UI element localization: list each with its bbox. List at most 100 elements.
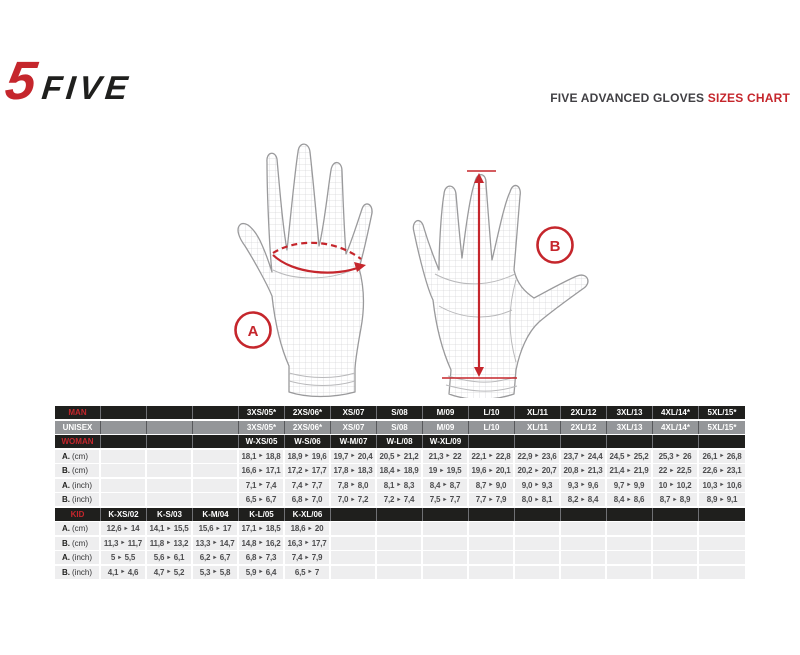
range-max: 7,7: [311, 480, 323, 490]
range-arrow-icon: ►: [626, 453, 632, 459]
empty-cell: [469, 522, 515, 535]
value-cell: 22,1 ► 22,8: [469, 449, 515, 463]
value-cell: 6,2 ► 6,7: [193, 551, 239, 564]
range-arrow-icon: ►: [120, 540, 126, 546]
range-max: 17,7: [311, 466, 327, 475]
value-cell: 7,0 ► 7,2: [331, 493, 377, 506]
range-arrow-icon: ►: [258, 525, 264, 532]
empty-cell: [377, 522, 423, 535]
range-min: 12,6: [106, 524, 122, 533]
value-cell: 26,1 ► 26,8: [699, 449, 745, 463]
range-max: 23,6: [541, 451, 557, 461]
size-header-cell: S/08: [377, 406, 423, 419]
value-cell: 19 ► 19,5: [423, 464, 469, 477]
range-max: 11,7: [127, 538, 143, 548]
range-arrow-icon: ►: [396, 453, 402, 459]
value-cell: 20,5 ► 21,2: [377, 449, 423, 463]
range-min: 20,5: [379, 451, 395, 461]
row-label-unit: (cm): [72, 524, 88, 533]
value-cell: 6,5 ► 6,7: [239, 493, 285, 506]
value-cell: 16,6 ► 17,1: [239, 464, 285, 477]
range-max: 8,0: [357, 480, 369, 490]
size-header-cell: 2XS/06*: [285, 406, 331, 419]
range-min: 7,2: [383, 495, 395, 504]
size-header-cell: W-S/06: [285, 435, 331, 448]
size-header-cell: K-XS/02: [101, 507, 147, 521]
value-cell: 14,1 ► 15,5: [147, 522, 193, 535]
measurement-b-badge-circle: [536, 226, 574, 264]
range-max: 26,8: [726, 451, 742, 461]
value-cell: 8,7 ► 8,9: [653, 493, 699, 506]
range-arrow-icon: ►: [307, 525, 313, 532]
empty-cell: [331, 551, 377, 564]
range-max: 7: [314, 567, 320, 577]
value-cell: 18,4 ► 18,9: [377, 464, 423, 477]
value-cell: 9,7 ► 9,9: [607, 478, 653, 492]
row-label-unit: (inch): [72, 480, 93, 490]
empty-cell: [101, 493, 147, 506]
range-arrow-icon: ►: [258, 496, 264, 503]
range-max: 6,4: [265, 567, 277, 577]
range-min: 6,8: [245, 553, 257, 562]
range-arrow-icon: ►: [212, 569, 218, 575]
range-arrow-icon: ►: [534, 496, 540, 503]
row-label-unit: (inch): [72, 553, 93, 562]
value-cell: 8,4 ► 8,7: [423, 478, 469, 492]
size-header-cell: W-XL/09: [423, 435, 469, 448]
empty-cell: [101, 406, 147, 419]
range-arrow-icon: ►: [396, 496, 402, 503]
empty-cell: [101, 478, 147, 492]
measurement-a-badge-circle: [234, 311, 272, 349]
range-min: 23,7: [563, 451, 579, 461]
row-label: A. (cm): [55, 522, 101, 535]
empty-cell: [193, 464, 239, 477]
empty-cell: [607, 507, 653, 521]
range-max: 15,5: [173, 524, 189, 533]
range-arrow-icon: ►: [675, 453, 681, 459]
empty-cell: [423, 507, 469, 521]
hand-palm-outline: [412, 174, 589, 398]
range-arrow-icon: ►: [123, 525, 129, 532]
row-label-letter: A.: [62, 451, 70, 461]
size-header-cell: XS/07: [331, 406, 377, 419]
range-arrow-icon: ►: [580, 467, 586, 474]
range-min: 5,6: [153, 553, 165, 562]
value-cell: 4,1 ► 4,6: [101, 565, 147, 579]
row-label-unit: (cm): [72, 466, 88, 475]
measurement-a-solid-arc: [272, 254, 361, 274]
range-max: 14: [130, 524, 140, 533]
range-min: 19,6: [471, 466, 487, 475]
empty-cell: [607, 565, 653, 579]
range-max: 7,4: [403, 495, 415, 504]
range-min: 7,7: [475, 495, 487, 504]
empty-cell: [147, 449, 193, 463]
range-max: 24,4: [587, 451, 603, 461]
value-cell: 25,3 ► 26: [653, 449, 699, 463]
value-cell: 7,4 ► 7,7: [285, 478, 331, 492]
range-min: 22,9: [517, 451, 533, 461]
row-label-letter: A.: [62, 553, 70, 562]
range-min: 10: [658, 480, 668, 490]
range-min: 4,7: [153, 567, 165, 577]
empty-cell: [699, 565, 745, 579]
range-arrow-icon: ►: [488, 453, 494, 459]
measurement-b-arrow-down: [474, 367, 484, 377]
value-cell: 21,3 ► 22: [423, 449, 469, 463]
row-label-unit: (cm): [72, 538, 88, 548]
row-header-kid: KID: [55, 507, 101, 521]
value-cell: 19,7 ► 20,4: [331, 449, 377, 463]
range-min: 6,5: [294, 567, 306, 577]
size-header-cell: L/10: [469, 406, 515, 419]
value-cell: 8,0 ► 8,1: [515, 493, 561, 506]
range-max: 6,7: [265, 495, 277, 504]
range-arrow-icon: ►: [258, 569, 264, 575]
value-cell: 9,0 ► 9,3: [515, 478, 561, 492]
empty-cell: [147, 493, 193, 506]
range-max: 22: [452, 451, 462, 461]
value-cell: 20,2 ► 20,7: [515, 464, 561, 477]
value-cell: 17,8 ► 18,3: [331, 464, 377, 477]
range-arrow-icon: ►: [212, 540, 218, 546]
range-arrow-icon: ►: [672, 496, 678, 503]
range-max: 18,8: [265, 451, 281, 461]
range-arrow-icon: ►: [719, 453, 725, 459]
